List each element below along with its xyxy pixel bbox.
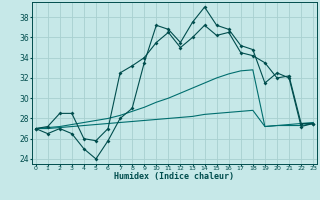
X-axis label: Humidex (Indice chaleur): Humidex (Indice chaleur): [115, 172, 234, 181]
